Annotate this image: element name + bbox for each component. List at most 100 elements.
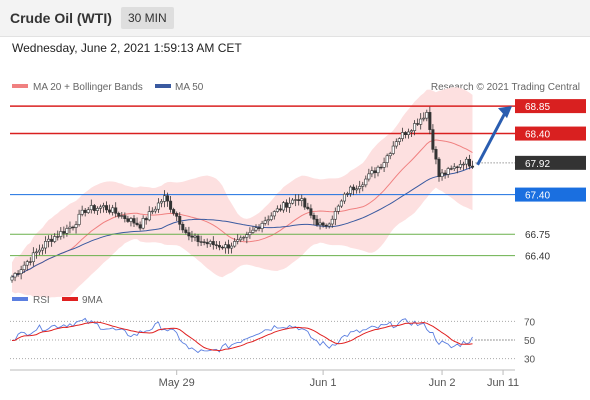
candle-body — [181, 223, 185, 231]
candle — [117, 211, 121, 219]
candle-body — [47, 238, 51, 242]
candle-body — [31, 252, 35, 263]
candle — [37, 244, 41, 256]
rsi-ma-legend-swatch — [62, 297, 78, 301]
candle — [422, 112, 426, 122]
candle-body — [163, 195, 167, 202]
candle — [10, 274, 14, 283]
candle — [28, 257, 32, 266]
candle-body — [175, 213, 179, 217]
candle — [300, 194, 304, 207]
candle-body — [230, 245, 234, 249]
candle-body — [233, 241, 237, 247]
candle-body — [300, 198, 304, 201]
candle — [260, 220, 264, 233]
candle — [379, 163, 383, 170]
candle — [355, 185, 359, 194]
candle-body — [156, 202, 160, 210]
candle-body — [391, 145, 395, 154]
candle — [452, 163, 456, 171]
candle — [364, 175, 368, 188]
candle-body — [40, 247, 44, 251]
bollinger-band-area — [12, 87, 473, 298]
candle-body — [275, 208, 279, 212]
candle — [83, 208, 87, 217]
candle-body — [25, 261, 29, 266]
candle — [431, 124, 435, 153]
candle-body — [153, 208, 157, 212]
candle-body — [227, 244, 231, 249]
candle-body — [65, 228, 69, 234]
candle — [391, 141, 395, 156]
candle — [446, 166, 450, 178]
candle-body — [224, 244, 228, 249]
candle — [95, 206, 99, 216]
candle — [434, 146, 438, 165]
candle — [413, 120, 417, 136]
candle-body — [266, 219, 270, 222]
ma20-legend-swatch — [12, 84, 28, 88]
candle-body — [10, 276, 14, 281]
candle — [443, 170, 447, 179]
level-labels: 68.85 68.40 67.92 67.40 66.75 66.40 — [515, 99, 586, 263]
instrument-title: Crude Oil (WTI) — [10, 10, 112, 26]
pivot-level-box — [515, 187, 586, 202]
candle-body — [297, 199, 301, 201]
candle — [464, 156, 468, 169]
moving-averages — [11, 139, 473, 278]
candle-body — [333, 211, 337, 220]
candle-body — [452, 166, 456, 169]
candle — [196, 234, 200, 247]
candle — [400, 127, 404, 142]
candle-body — [202, 241, 206, 243]
candle-body — [56, 236, 60, 238]
candle — [312, 212, 316, 226]
candle — [190, 230, 194, 242]
candle — [254, 224, 258, 233]
candle — [471, 160, 475, 169]
candle — [388, 151, 392, 160]
candle — [126, 215, 130, 223]
candle-body — [318, 222, 322, 226]
candle — [74, 221, 78, 234]
candle-body — [105, 205, 109, 211]
candle-body — [135, 222, 139, 225]
candle-body — [410, 130, 414, 133]
candle — [175, 211, 179, 222]
candle — [336, 204, 340, 215]
candle — [44, 236, 48, 254]
candle — [77, 209, 81, 227]
timeframe-badge[interactable]: 30 MIN — [121, 7, 174, 29]
candle-body — [434, 149, 438, 160]
candle — [428, 106, 432, 135]
candle — [458, 160, 462, 170]
candle — [315, 215, 319, 227]
candle — [367, 168, 371, 182]
forecast-arrow-head — [498, 106, 512, 119]
ma50-line — [11, 166, 473, 278]
candle — [306, 202, 310, 211]
candle-body — [50, 238, 54, 242]
candle — [309, 204, 313, 219]
candle — [248, 227, 252, 239]
candle-body — [471, 165, 475, 168]
candle — [440, 168, 444, 181]
candle-body — [217, 245, 221, 248]
candle-body — [361, 184, 365, 187]
candle — [263, 216, 267, 226]
candle — [132, 215, 136, 228]
candle-body — [172, 209, 176, 214]
candle — [16, 270, 20, 277]
rsi-legend-swatch — [12, 297, 28, 301]
candle — [361, 181, 365, 192]
candle — [416, 118, 420, 127]
candle — [220, 245, 224, 250]
candle — [166, 192, 170, 207]
candle-body — [95, 208, 99, 211]
candle — [135, 217, 139, 227]
candle-body — [336, 205, 340, 212]
candle — [224, 241, 228, 254]
candle-body — [74, 224, 78, 228]
current-level-box — [515, 155, 586, 170]
candle-body — [349, 186, 353, 194]
